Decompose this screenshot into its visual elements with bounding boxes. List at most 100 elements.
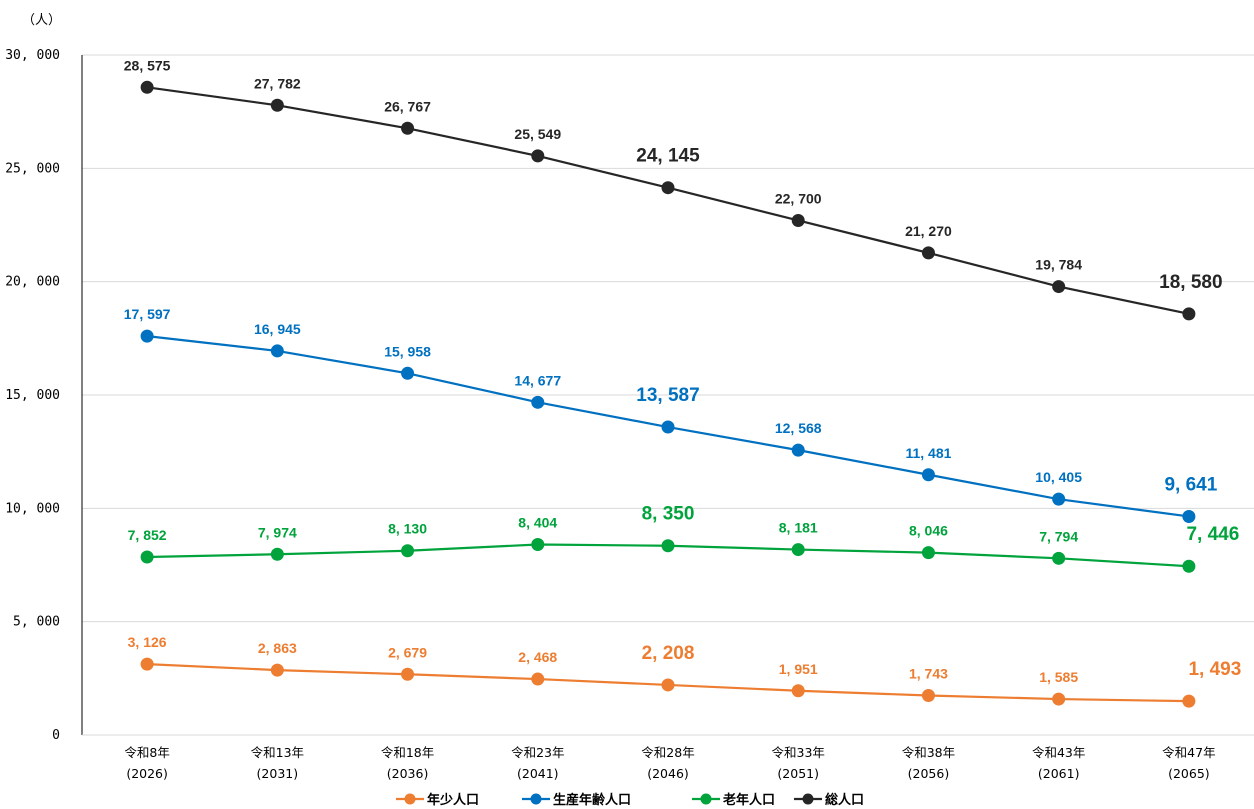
y-tick-label: 0 bbox=[52, 728, 60, 743]
x-tick-year-label: (2061) bbox=[1038, 766, 1080, 781]
data-point bbox=[791, 213, 805, 227]
data-point bbox=[531, 538, 545, 552]
data-label: 11, 481 bbox=[905, 445, 951, 461]
series-3: 28, 575 27, 782 26, 767 25, 549 24, 145 22, 7… bbox=[124, 57, 1223, 321]
data-point bbox=[661, 678, 675, 692]
data-point bbox=[921, 246, 935, 260]
data-point bbox=[531, 395, 545, 409]
data-label: 7, 974 bbox=[258, 524, 297, 540]
data-label: 18, 580 bbox=[1159, 272, 1222, 293]
data-point bbox=[270, 547, 284, 561]
data-point bbox=[140, 80, 154, 94]
y-tick-label: 5, 000 bbox=[13, 615, 60, 630]
legend-swatch-marker bbox=[700, 793, 712, 805]
data-point bbox=[1182, 694, 1196, 708]
data-point bbox=[1052, 551, 1066, 565]
data-label: 8, 181 bbox=[779, 520, 818, 536]
data-point bbox=[1052, 492, 1066, 506]
data-label: 17, 597 bbox=[124, 306, 171, 322]
data-label: 14, 677 bbox=[514, 372, 561, 388]
data-label: 8, 046 bbox=[909, 523, 948, 539]
y-tick-label: 15, 000 bbox=[5, 388, 60, 403]
legend-item: 老年人口 bbox=[692, 792, 775, 808]
data-label: 27, 782 bbox=[254, 75, 301, 91]
data-point bbox=[1182, 509, 1196, 523]
series-group: 3, 126 2, 863 2, 679 2, 468 2, 208 1, 951 1, 7… bbox=[124, 57, 1241, 708]
legend: 年少人口 生産年齢人口 老年人口 総人口 bbox=[396, 792, 864, 808]
data-point bbox=[1052, 692, 1066, 706]
x-tick-era-label: 令和33年 bbox=[772, 745, 825, 760]
data-point bbox=[1182, 307, 1196, 321]
data-label: 3, 126 bbox=[128, 634, 167, 650]
legend-label: 生産年齢人口 bbox=[553, 792, 631, 808]
data-point bbox=[401, 366, 415, 380]
x-tick-year-label: (2051) bbox=[777, 766, 819, 781]
x-axis-ticks: 令和8年 (2026) 令和13年 (2031) 令和18年 (2036) 令和23年 (20… bbox=[124, 745, 1215, 781]
data-label: 2, 679 bbox=[388, 644, 427, 660]
x-tick-era-label: 令和38年 bbox=[902, 745, 955, 760]
data-label: 24, 145 bbox=[636, 146, 700, 167]
legend-item: 生産年齢人口 bbox=[522, 792, 631, 808]
y-tick-label: 25, 000 bbox=[5, 161, 60, 176]
data-point bbox=[921, 468, 935, 482]
legend-item: 年少人口 bbox=[396, 792, 479, 808]
series-1: 17, 597 16, 945 15, 958 14, 677 13, 587 12, 5… bbox=[124, 306, 1218, 523]
y-tick-label: 20, 000 bbox=[5, 275, 60, 290]
x-tick-year-label: (2065) bbox=[1168, 766, 1210, 781]
data-point bbox=[1052, 280, 1066, 294]
series-2: 7, 852 7, 974 8, 130 8, 404 8, 350 8, 181 8, 0… bbox=[128, 504, 1239, 573]
legend-swatch-marker bbox=[802, 793, 814, 805]
data-point bbox=[531, 149, 545, 163]
data-point bbox=[401, 121, 415, 135]
data-point bbox=[791, 543, 805, 557]
data-label: 26, 767 bbox=[384, 98, 431, 114]
data-point bbox=[140, 657, 154, 671]
data-label: 2, 208 bbox=[642, 643, 695, 664]
legend-swatch-marker bbox=[404, 793, 416, 805]
data-label: 7, 852 bbox=[128, 527, 167, 543]
data-label: 7, 446 bbox=[1186, 524, 1239, 545]
x-tick-era-label: 令和43年 bbox=[1032, 745, 1085, 760]
data-point bbox=[921, 546, 935, 560]
data-point bbox=[270, 663, 284, 677]
series-0: 3, 126 2, 863 2, 679 2, 468 2, 208 1, 951 1, 7… bbox=[128, 634, 1241, 708]
x-tick-year-label: (2026) bbox=[126, 766, 168, 781]
data-label: 13, 587 bbox=[636, 385, 699, 406]
data-label: 1, 743 bbox=[909, 665, 948, 681]
data-label: 12, 568 bbox=[775, 420, 822, 436]
legend-item: 総人口 bbox=[794, 792, 864, 808]
data-label: 19, 784 bbox=[1035, 257, 1082, 273]
x-tick-era-label: 令和18年 bbox=[381, 745, 434, 760]
x-tick-era-label: 令和28年 bbox=[641, 745, 694, 760]
data-point bbox=[270, 98, 284, 112]
data-point bbox=[140, 550, 154, 564]
data-point bbox=[270, 344, 284, 358]
legend-label: 年少人口 bbox=[427, 792, 479, 808]
data-label: 16, 945 bbox=[254, 321, 301, 337]
data-label: 28, 575 bbox=[124, 57, 171, 73]
data-point bbox=[401, 544, 415, 558]
data-point bbox=[401, 667, 415, 681]
x-tick-year-label: (2056) bbox=[908, 766, 950, 781]
legend-swatch-marker bbox=[530, 793, 542, 805]
data-point bbox=[791, 684, 805, 698]
data-label: 2, 863 bbox=[258, 640, 297, 656]
gridlines bbox=[81, 54, 1254, 736]
data-label: 2, 468 bbox=[518, 649, 557, 665]
data-label: 1, 585 bbox=[1039, 669, 1078, 685]
data-point bbox=[661, 420, 675, 434]
x-tick-era-label: 令和8年 bbox=[124, 745, 169, 760]
x-tick-era-label: 令和13年 bbox=[251, 745, 304, 760]
data-point bbox=[661, 539, 675, 553]
data-label: 1, 493 bbox=[1188, 659, 1241, 680]
data-label: 8, 130 bbox=[388, 521, 427, 537]
x-tick-era-label: 令和23年 bbox=[511, 745, 564, 760]
data-point bbox=[1182, 559, 1196, 573]
series-line bbox=[146, 86, 1190, 315]
data-point bbox=[531, 672, 545, 686]
x-tick-year-label: (2036) bbox=[387, 766, 429, 781]
data-label: 15, 958 bbox=[384, 343, 431, 359]
data-label: 10, 405 bbox=[1035, 469, 1082, 485]
data-point bbox=[921, 688, 935, 702]
